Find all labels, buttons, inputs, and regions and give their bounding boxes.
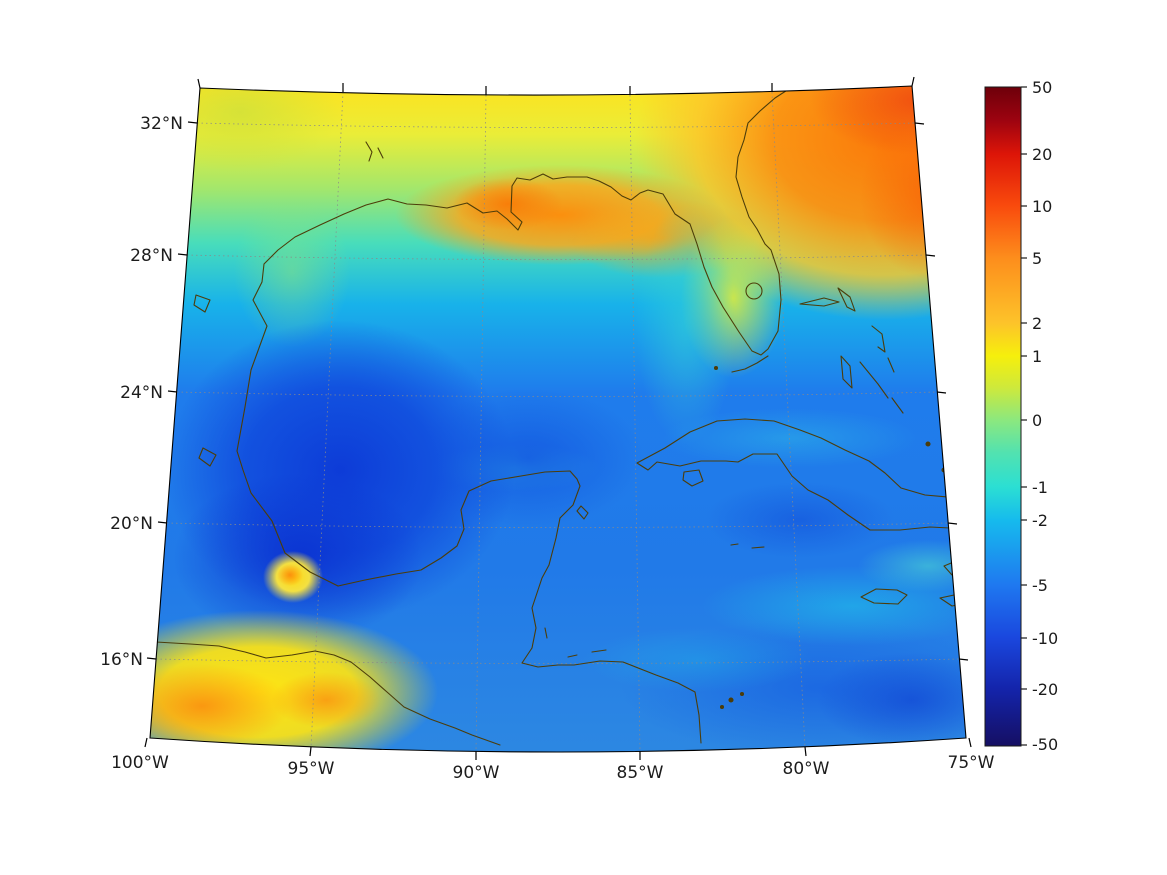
cb-label-m20: -20 xyxy=(1032,680,1058,699)
lon-tick-label-100w: 100°W xyxy=(111,753,169,773)
lat-tick-label-20n: 20°N xyxy=(110,514,153,534)
lat-tick-label-28n: 28°N xyxy=(130,246,173,266)
lon-tick-label-90w: 90°W xyxy=(453,763,500,783)
cb-label-m1: -1 xyxy=(1032,478,1048,497)
graticule-lon-90 xyxy=(475,94,487,752)
graticule-lat-16 xyxy=(155,658,960,664)
map-frame xyxy=(149,85,967,753)
cb-label-2: 2 xyxy=(1032,314,1042,333)
cb-label-10: 10 xyxy=(1032,197,1052,216)
coastline-mexico-yucatan-centralamerica xyxy=(337,470,702,744)
cb-label-m10: -10 xyxy=(1032,629,1058,648)
graticule xyxy=(155,91,960,752)
inland-lakes xyxy=(193,141,384,467)
coastline-cayman-islands xyxy=(730,543,765,549)
cb-label-m2: -2 xyxy=(1032,511,1048,530)
lat-tick-label-16n: 16°N xyxy=(100,650,143,670)
cb-label-m5: -5 xyxy=(1032,576,1048,595)
cb-label-0: 0 xyxy=(1032,411,1042,430)
coastline-isla-juventud xyxy=(682,469,704,487)
lake-okeechobee xyxy=(745,282,763,300)
graticule-lon-85 xyxy=(629,94,641,752)
heat-field xyxy=(150,86,966,752)
island-dot xyxy=(925,441,931,447)
colorbar-labels: 50 20 10 5 2 1 0 -1 -2 -5 -10 -20 -50 xyxy=(1032,78,1058,754)
cb-label-20: 20 xyxy=(1032,145,1052,164)
coastline-cuba xyxy=(636,418,951,531)
cay-dot xyxy=(713,365,719,371)
axis-ticks xyxy=(144,76,972,760)
coastline-florida-keys xyxy=(731,355,769,373)
coastline-us-gulf-atlantic xyxy=(236,86,793,587)
coastline-cozumel xyxy=(576,505,589,520)
lon-tick-label-85w: 85°W xyxy=(617,763,664,783)
lat-tick-label-24n: 24°N xyxy=(120,383,163,403)
colorbar-gradient xyxy=(984,86,1022,747)
colorbar: 50 20 10 5 2 1 0 -1 -2 -5 -10 -20 -50 xyxy=(984,78,1058,754)
axis-labels: 32°N 28°N 24°N 20°N 16°N 100°W 95°W 90°W… xyxy=(100,114,995,783)
colorbar-ticks xyxy=(1021,86,1027,746)
bay-islands-and-cays xyxy=(544,627,607,658)
coastline-pacific-mexico xyxy=(155,641,501,746)
graticule-lat-32 xyxy=(196,122,916,128)
cay-dot xyxy=(719,704,725,710)
graticule-lat-28 xyxy=(186,254,927,260)
lon-tick-label-95w: 95°W xyxy=(288,759,335,779)
cb-label-50: 50 xyxy=(1032,78,1052,97)
cay-dot xyxy=(739,691,745,697)
graticule-lon-95 xyxy=(310,91,344,749)
coastline-bahamas xyxy=(799,287,904,414)
coastline-jamaica xyxy=(860,588,908,605)
cb-label-5: 5 xyxy=(1032,249,1042,268)
lon-tick-label-80w: 80°W xyxy=(783,759,830,779)
graticule-lon-80 xyxy=(771,91,806,749)
lat-tick-label-32n: 32°N xyxy=(140,114,183,134)
cb-label-1: 1 xyxy=(1032,347,1042,366)
cb-label-m50: -50 xyxy=(1032,735,1058,754)
lon-tick-label-75w: 75°W xyxy=(948,753,995,773)
graticule-lat-24 xyxy=(176,391,938,397)
cay-dot xyxy=(728,697,734,703)
